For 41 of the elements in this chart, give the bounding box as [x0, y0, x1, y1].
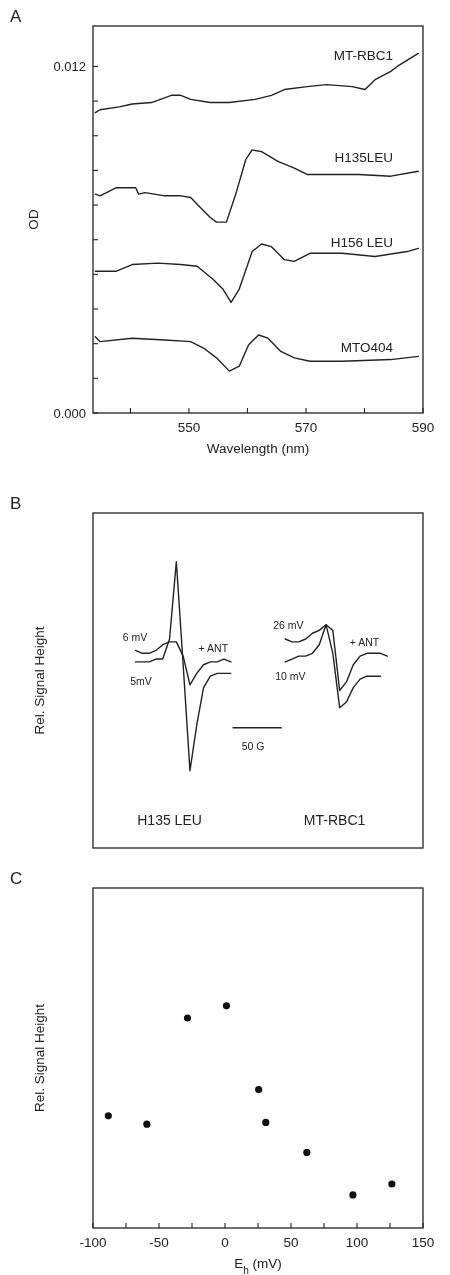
series-label: H135LEU	[334, 150, 393, 166]
chart-title: A	[10, 7, 22, 26]
x-tick-label: 150	[411, 1235, 435, 1250]
point	[349, 1191, 357, 1199]
y-tick-label: 0.012	[53, 58, 86, 74]
chart-title: B	[10, 494, 22, 513]
x-axis-title: E$_{h}$ (mV)	[234, 1256, 282, 1275]
x-tick-label: -100	[79, 1235, 107, 1250]
annotation: 10 mV	[275, 669, 306, 682]
x-tick-label: 590	[411, 420, 435, 435]
chart-title: C	[10, 869, 23, 888]
y-axis-title: Rel. Signal Height	[32, 626, 47, 735]
annotation: + ANT	[198, 642, 229, 655]
series-label: MT-RBC1	[333, 48, 393, 64]
y-axis-title: Rel. Signal Height	[32, 1003, 47, 1113]
point	[104, 1112, 112, 1120]
annotation: 5mV	[130, 674, 152, 687]
x-tick-label: 550	[177, 420, 201, 435]
x-axis-title: Wavelength (nm)	[206, 441, 310, 456]
series-label: MTO404	[340, 339, 394, 355]
x-tick-label: 570	[294, 420, 318, 435]
point	[255, 1085, 263, 1094]
point	[143, 1120, 151, 1128]
x-tick-label: -50	[149, 1235, 169, 1250]
point	[222, 1002, 231, 1010]
annotation: MT-RBC1	[303, 811, 366, 828]
x-tick-label: 50	[283, 1235, 299, 1250]
point	[303, 1148, 311, 1157]
annotation: + ANT	[349, 635, 380, 648]
x-tick-label: 0	[221, 1235, 229, 1250]
point	[388, 1180, 396, 1188]
point	[183, 1014, 192, 1022]
y-axis-title: OD	[26, 209, 41, 230]
annotation: 50 G	[241, 739, 265, 752]
series-label: H156 LEU	[330, 235, 393, 251]
y-tick-label: 0.000	[53, 405, 86, 421]
annotation: 6 mV	[122, 631, 148, 644]
annotation: 26 mV	[273, 619, 304, 632]
x-tick-label: 100	[345, 1235, 369, 1250]
point	[262, 1118, 270, 1127]
annotation: H135 LEU	[137, 811, 202, 828]
